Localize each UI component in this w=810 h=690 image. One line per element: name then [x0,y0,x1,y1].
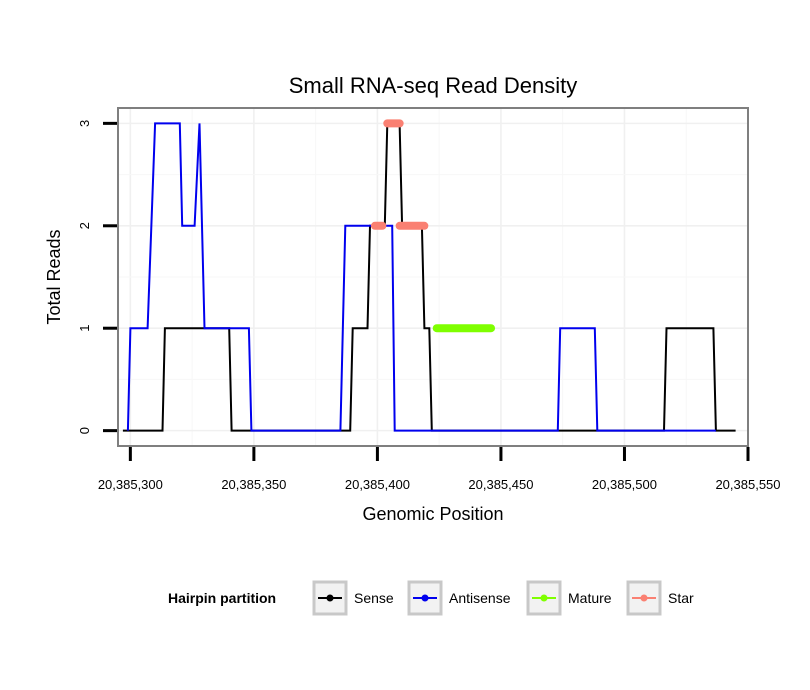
legend-key-point-antisense [421,594,429,602]
legend-key-point-mature [540,594,548,602]
legend-label-star: Star [668,590,694,606]
x-axis-label: Genomic Position [362,504,503,524]
legend-label-sense: Sense [354,590,394,606]
y-tick-label: 0 [77,427,92,434]
legend-label-mature: Mature [568,590,612,606]
x-tick-label: 20,385,500 [592,477,657,492]
x-tick-label: 20,385,450 [468,477,533,492]
legend-key-point-star [640,594,648,602]
legend: Hairpin partition Sense Antisense Mature St… [168,580,694,616]
y-tick-label: 3 [77,120,92,127]
x-tick-label: 20,385,400 [345,477,410,492]
x-tick-label: 20,385,300 [98,477,163,492]
y-tick-label: 1 [77,325,92,332]
legend-label-antisense: Antisense [449,590,511,606]
legend-title: Hairpin partition [168,590,276,606]
series-line-antisense [126,122,716,432]
chart-title: Small RNA-seq Read Density [289,73,578,98]
x-tick-label: 20,385,550 [715,477,780,492]
plot-panel-border [117,107,749,447]
legend-key-point-sense [326,594,334,602]
y-axis-label: Total Reads [44,229,64,324]
y-tick-label: 2 [77,222,92,229]
x-tick-label: 20,385,350 [221,477,286,492]
